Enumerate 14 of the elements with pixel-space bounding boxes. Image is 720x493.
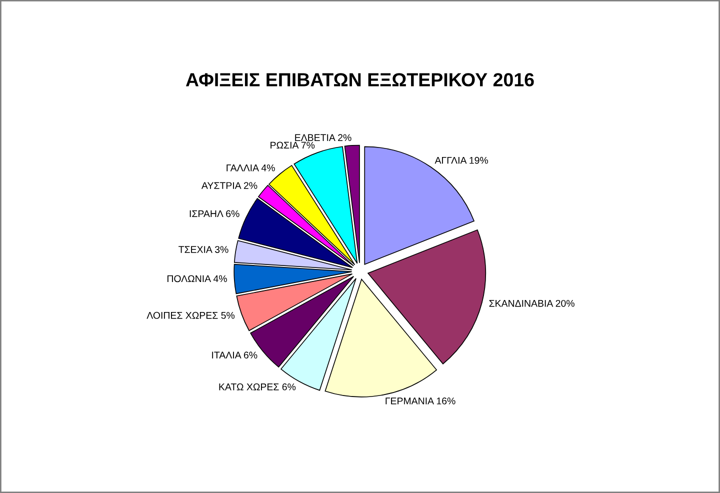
slice-label: ΤΣΕΧΙΑ 3% — [178, 246, 228, 253]
slice-label: ΙΤΑΛΙΑ 6% — [212, 352, 258, 359]
chart-title: ΑΦΙΞΕΙΣ ΕΠΙΒΑΤΩΝ ΕΞΩΤΕΡΙΚΟΥ 2016 — [186, 73, 534, 86]
slice-label: ΑΥΣΤΡΙΑ 2% — [201, 182, 258, 189]
slice-label: ΓΕΡΜΑΝΙΑ 16% — [386, 398, 456, 404]
slice-label: ΡΩΣΙΑ 7% — [270, 142, 315, 149]
slice-label: ΓΑΛΛΙΑ 4% — [226, 164, 275, 172]
slice-label: ΙΣΡΑΗΛ 6% — [190, 210, 240, 218]
slice-label: ΑΓΓΛΙΑ 19% — [434, 156, 488, 164]
slice-label: ΕΛΒΕΤΙΑ 2% — [295, 134, 352, 141]
slice-label: ΚΑΤΩ ΧΩΡΕΣ 6% — [219, 383, 296, 390]
slice-label: ΛΟΙΠΕΣ ΧΩΡΕΣ 5% — [146, 312, 235, 319]
slice-label: ΠΟΛΩΝΙΑ 4% — [167, 275, 227, 282]
slice-label: ΣΚΑΝΔΙΝΑΒΙΑ 20% — [489, 300, 574, 307]
